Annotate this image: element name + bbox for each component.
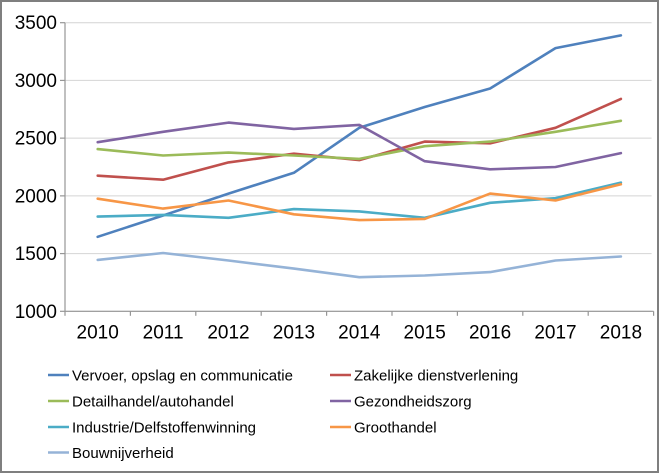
x-axis-label: 2016 bbox=[469, 323, 511, 344]
x-axis-label: 2012 bbox=[207, 323, 249, 344]
y-axis-label: 1500 bbox=[15, 244, 57, 265]
x-axis-label: 2015 bbox=[404, 323, 446, 344]
y-axis-label: 2000 bbox=[15, 186, 57, 207]
x-axis-label: 2017 bbox=[534, 323, 576, 344]
x-axis-label: 2018 bbox=[600, 323, 642, 344]
legend-label-bouwnijverheid: Bouwnijverheid bbox=[72, 445, 174, 462]
x-axis-label: 2014 bbox=[338, 323, 381, 344]
y-axis-label: 1000 bbox=[15, 302, 57, 323]
legend-label-industrie-delfstoffenwinning: Industrie/Delfstoffenwinning bbox=[72, 419, 256, 436]
x-axis-label: 2010 bbox=[77, 323, 119, 344]
legend-label-zakelijke-dienstverlening: Zakelijke dienstverlening bbox=[354, 367, 518, 384]
y-axis-label: 3500 bbox=[15, 13, 57, 34]
y-axis-label: 3000 bbox=[15, 71, 57, 92]
x-axis-label: 2011 bbox=[143, 323, 184, 344]
legend-label-groothandel: Groothandel bbox=[354, 419, 437, 436]
series-line-detailhandel-autohandel bbox=[96, 119, 623, 161]
legend-label-gezondheidszorg: Gezondheidszorg bbox=[354, 393, 472, 410]
legend-label-vervoer-opslag-en-communicatie: Vervoer, opslag en communicatie bbox=[72, 367, 293, 384]
series-line-bouwnijverheid bbox=[96, 251, 623, 279]
series-line-industrie-delfstoffenwinning bbox=[96, 181, 623, 220]
legend-label-detailhandel-autohandel: Detailhandel/autohandel bbox=[72, 393, 234, 410]
series-line-vervoer-opslag-en-communicatie bbox=[96, 34, 623, 239]
series-line-groothandel bbox=[96, 183, 623, 222]
series-line-gezondheidszorg bbox=[96, 121, 623, 171]
y-axis-label: 2500 bbox=[15, 129, 57, 150]
x-axis-label: 2013 bbox=[273, 323, 315, 344]
